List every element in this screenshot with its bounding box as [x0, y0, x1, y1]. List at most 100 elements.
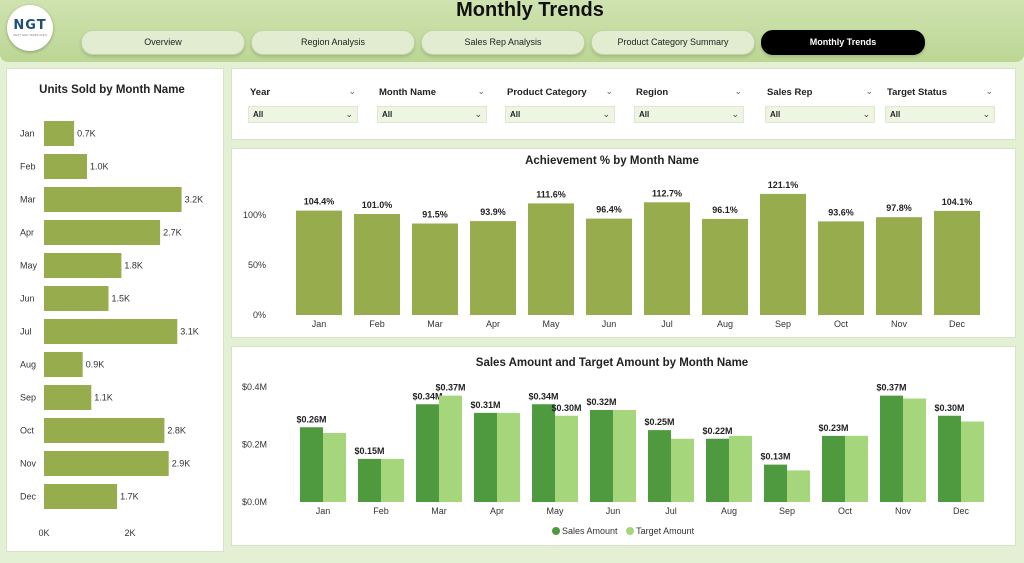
- filter-product-category-select[interactable]: All ⌄: [505, 106, 615, 123]
- chevron-down-icon: ⌄: [474, 109, 482, 119]
- target-bar: [787, 470, 810, 502]
- sales-bar: [822, 435, 845, 502]
- data-label: $0.30M: [934, 403, 964, 413]
- y-tick-label: $0.4M: [242, 382, 267, 392]
- target-bar: [555, 415, 578, 502]
- x-tick-label: Apr: [486, 319, 500, 329]
- collapse-chevron-icon[interactable]: ⌄: [865, 86, 873, 96]
- filter-year-select[interactable]: All ⌄: [248, 106, 358, 123]
- tab-sales-rep-analysis[interactable]: Sales Rep Analysis: [421, 30, 585, 55]
- bar: [354, 214, 400, 315]
- bar: [44, 121, 75, 146]
- data-label: $0.34M: [412, 391, 442, 401]
- tab-monthly-trends[interactable]: Monthly Trends: [761, 30, 925, 55]
- data-label: 97.8%: [886, 203, 912, 213]
- x-tick-label: Dec: [949, 319, 966, 329]
- filter-sales-rep-label: Sales Rep: [767, 87, 813, 98]
- legend-sales-label: Sales Amount: [562, 526, 618, 536]
- target-bar: [845, 435, 868, 502]
- y-tick-label: Mar: [20, 195, 36, 205]
- y-tick-label: 50%: [248, 260, 266, 270]
- data-label: 104.1%: [942, 197, 973, 207]
- data-label: 96.4%: [596, 205, 622, 215]
- target-bar: [497, 412, 520, 502]
- filters-panel: Year ⌄ All ⌄ Month Name ⌄ All ⌄ Product Ca…: [231, 68, 1016, 140]
- target-bar: [381, 458, 404, 502]
- sales-target-panel: Sales Amount and Target Amount by Month …: [231, 346, 1016, 546]
- y-tick-label: Jul: [20, 327, 32, 337]
- legend-target-label: Target Amount: [636, 526, 695, 536]
- filter-year-label: Year: [250, 87, 271, 98]
- sales-bar: [474, 412, 497, 502]
- bar: [44, 187, 182, 212]
- bar: [44, 220, 161, 245]
- x-tick-label: Jul: [661, 319, 673, 329]
- target-bar: [903, 398, 926, 502]
- tab-region-analysis[interactable]: Region Analysis: [251, 30, 415, 55]
- collapse-chevron-icon[interactable]: ⌄: [985, 86, 993, 96]
- bar: [44, 286, 109, 311]
- data-label: 101.0%: [362, 200, 393, 210]
- data-label: 91.5%: [422, 210, 448, 220]
- sales-bar: [532, 404, 555, 502]
- x-tick-label: Jun: [606, 506, 621, 516]
- x-tick-label: Jan: [316, 506, 331, 516]
- filter-month-name-label: Month Name: [379, 87, 436, 98]
- sales-bar: [358, 458, 381, 502]
- filter-target-status-value: All: [890, 110, 901, 119]
- filter-sales-rep-select[interactable]: All ⌄: [765, 106, 875, 123]
- bar: [412, 223, 458, 315]
- logo-subtext: NEXT GEN TEMPLATES: [13, 33, 47, 37]
- legend-sales-dot: [552, 527, 560, 535]
- collapse-chevron-icon[interactable]: ⌄: [605, 86, 613, 96]
- filter-target-status-select[interactable]: All ⌄: [885, 106, 995, 123]
- logo-text: NGT: [13, 18, 47, 33]
- target-bar: [961, 421, 984, 502]
- logo: NGT NEXT GEN TEMPLATES: [7, 5, 53, 51]
- sales-target-title: Sales Amount and Target Amount by Month …: [475, 357, 749, 369]
- x-tick-label: Aug: [717, 319, 733, 329]
- filter-region-select[interactable]: All ⌄: [634, 106, 744, 123]
- bar: [818, 221, 864, 315]
- collapse-chevron-icon[interactable]: ⌄: [348, 86, 356, 96]
- chevron-down-icon: ⌄: [982, 109, 990, 119]
- x-tick-label: May: [546, 506, 564, 516]
- x-tick-label: Mar: [427, 319, 443, 329]
- tab-product-category-summary[interactable]: Product Category Summary: [591, 30, 755, 55]
- target-bar: [671, 438, 694, 502]
- filter-month-name-select[interactable]: All ⌄: [377, 106, 487, 123]
- data-label: 121.1%: [768, 180, 799, 190]
- y-tick-label: $0.0M: [242, 497, 267, 507]
- x-tick-label: Jan: [312, 319, 327, 329]
- achievement-panel: Achievement % by Month Name 0% 50% 100% 104…: [231, 148, 1016, 338]
- filter-region-value: All: [639, 110, 650, 119]
- y-tick-label: Dec: [20, 492, 37, 502]
- data-label: 93.6%: [828, 207, 854, 217]
- x-tick-label: Apr: [490, 506, 504, 516]
- tab-overview[interactable]: Overview: [81, 30, 245, 55]
- bar: [586, 218, 632, 315]
- x-tick-label: Mar: [431, 506, 447, 516]
- chevron-down-icon: ⌄: [345, 109, 353, 119]
- sales-bar: [300, 427, 323, 502]
- bar: [702, 218, 748, 315]
- x-tick-label: Sep: [779, 506, 795, 516]
- data-label: 1.7K: [120, 492, 139, 502]
- y-tick-label: Aug: [20, 360, 36, 370]
- collapse-chevron-icon[interactable]: ⌄: [477, 86, 485, 96]
- data-label: $0.26M: [296, 414, 326, 424]
- data-label: 1.1K: [94, 393, 113, 403]
- legend-target-dot: [626, 527, 635, 535]
- target-bar: [613, 410, 636, 502]
- target-bar: [323, 433, 346, 502]
- chevron-down-icon: ⌄: [602, 109, 610, 119]
- data-label: 93.9%: [480, 207, 506, 217]
- filter-sales-rep-value: All: [770, 110, 781, 119]
- data-label: 3.2K: [185, 195, 204, 205]
- collapse-chevron-icon[interactable]: ⌄: [734, 86, 742, 96]
- data-label: $0.34M: [528, 391, 558, 401]
- x-tick-label: Jun: [602, 319, 617, 329]
- y-tick-label: Sep: [20, 393, 36, 403]
- x-tick-label: 2K: [124, 528, 135, 538]
- data-label: 2.9K: [172, 459, 191, 469]
